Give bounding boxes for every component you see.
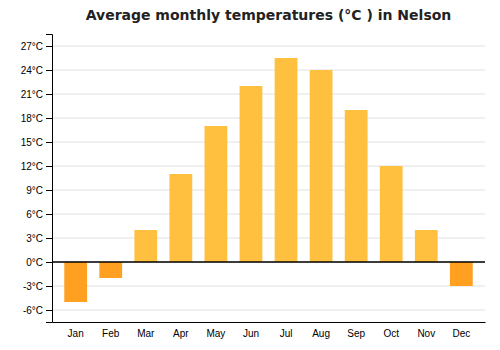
x-tick-label: Aug: [312, 328, 330, 339]
y-tick-label: 6°C: [26, 209, 43, 220]
x-tick: Oct: [383, 322, 399, 339]
x-tick-label: Jul: [280, 328, 293, 339]
zero-line: [52, 261, 485, 263]
bar: [64, 262, 87, 302]
y-tick-label: 18°C: [21, 113, 43, 124]
bar: [310, 70, 333, 262]
y-tick: 3°C: [26, 233, 52, 244]
y-tick-label: 15°C: [21, 137, 43, 148]
plot: -6°C -3°C 0°C 3°C 6°C 9°C 12°C 15°C 18°C 21°C 24°C…: [21, 35, 486, 340]
bar: [380, 166, 403, 262]
y-tick-mark: [46, 46, 52, 47]
y-tick-mark: [46, 214, 52, 215]
y-tick-label: 24°C: [21, 65, 43, 76]
grid-line: [52, 286, 485, 287]
y-tick: 27°C: [21, 41, 52, 52]
x-axis-line: [53, 322, 486, 323]
y-tick-mark: [46, 238, 52, 239]
y-tick: 6°C: [26, 209, 52, 220]
y-tick-label: 3°C: [26, 233, 43, 244]
y-tick-label: 9°C: [26, 185, 43, 196]
x-tick-label: Feb: [102, 328, 120, 339]
bar: [99, 262, 122, 278]
x-tick: Feb: [102, 322, 120, 339]
grid-line: [52, 94, 485, 95]
y-axis-line: [46, 35, 53, 323]
grid-line: [52, 70, 485, 71]
grid-line: [52, 142, 485, 143]
x-tick: Dec: [452, 322, 470, 339]
y-tick: 12°C: [21, 161, 52, 172]
bar: [450, 262, 473, 286]
x-tick: Jun: [243, 322, 259, 339]
grid-line: [52, 166, 485, 167]
grid-line: [52, 190, 485, 191]
bar: [345, 110, 368, 262]
grid: [52, 46, 485, 310]
x-tick: Jan: [68, 322, 84, 339]
x-tick-label: May: [206, 328, 225, 339]
y-axis: -6°C -3°C 0°C 3°C 6°C 9°C 12°C 15°C 18°C 21°C 24°C…: [21, 35, 53, 323]
x-tick-label: Nov: [417, 328, 435, 339]
bars: [52, 58, 485, 302]
bar: [240, 86, 263, 262]
bar: [169, 174, 192, 262]
y-tick-mark: [46, 190, 52, 191]
title: Average monthly temperatures (°C ) in Ne…: [86, 7, 452, 23]
y-tick-mark: [46, 70, 52, 71]
grid-line: [52, 262, 485, 263]
y-tick: 21°C: [21, 89, 52, 100]
x-tick: Nov: [417, 322, 435, 339]
bar: [205, 126, 228, 262]
y-tick: 18°C: [21, 113, 52, 124]
y-tick-mark: [46, 142, 52, 143]
grid-line: [52, 310, 485, 311]
x-tick: Sep: [347, 322, 365, 339]
x-tick: Mar: [137, 322, 155, 339]
x-tick-label: Oct: [383, 328, 399, 339]
y-tick-mark: [46, 166, 52, 167]
x-tick: Apr: [173, 322, 189, 339]
x-tick-label: Dec: [452, 328, 470, 339]
x-tick-label: Sep: [347, 328, 365, 339]
y-tick: 9°C: [26, 185, 52, 196]
chart: -6°C -3°C 0°C 3°C 6°C 9°C 12°C 15°C 18°C 21°C 24°C…: [0, 0, 500, 350]
bar: [415, 230, 438, 262]
y-tick: 15°C: [21, 137, 52, 148]
y-tick-label: 0°C: [26, 257, 43, 268]
grid-line: [52, 118, 485, 119]
y-tick-label: -3°C: [23, 281, 43, 292]
x-tick-label: Jun: [243, 328, 259, 339]
y-tick-mark: [46, 286, 52, 287]
y-tick-label: 27°C: [21, 41, 43, 52]
y-tick-label: -6°C: [23, 305, 43, 316]
x-axis: Jan Feb Mar Apr May Jun Jul Aug Sep Oct Nov Dec: [53, 322, 486, 339]
x-tick-label: Mar: [137, 328, 155, 339]
y-tick: 0°C: [26, 257, 52, 268]
bar: [134, 230, 157, 262]
x-tick: Jul: [280, 322, 293, 339]
y-tick: 24°C: [21, 65, 52, 76]
x-tick: Aug: [312, 322, 330, 339]
grid-line: [52, 214, 485, 215]
y-tick-label: 21°C: [21, 89, 43, 100]
y-tick: -6°C: [23, 305, 52, 316]
bar: [275, 58, 298, 262]
y-tick-mark: [46, 310, 52, 311]
y-tick: -3°C: [23, 281, 52, 292]
x-tick-label: Apr: [173, 328, 189, 339]
x-tick-label: Jan: [68, 328, 84, 339]
grid-line: [52, 46, 485, 47]
x-tick: May: [206, 322, 225, 339]
y-tick-label: 12°C: [21, 161, 43, 172]
y-tick-mark: [46, 262, 52, 263]
y-tick-mark: [46, 94, 52, 95]
y-tick-mark: [46, 118, 52, 119]
